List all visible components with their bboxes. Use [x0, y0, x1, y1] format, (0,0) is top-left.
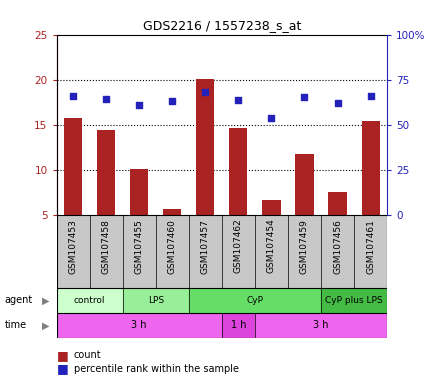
Text: GSM107458: GSM107458	[102, 219, 110, 273]
Text: ▶: ▶	[42, 320, 49, 331]
Title: GDS2216 / 1557238_s_at: GDS2216 / 1557238_s_at	[142, 19, 300, 32]
Point	[69, 93, 76, 99]
Bar	[295, 154, 313, 215]
Bar	[122, 288, 188, 313]
Bar	[320, 288, 386, 313]
Text: percentile rank within the sample: percentile rank within the sample	[74, 364, 238, 374]
Bar	[262, 200, 280, 215]
Text: ■: ■	[56, 349, 68, 362]
Bar	[97, 130, 115, 215]
Text: GSM107462: GSM107462	[233, 219, 242, 273]
Bar	[254, 313, 386, 338]
Text: 3 h: 3 h	[312, 320, 328, 331]
Text: GSM107455: GSM107455	[135, 219, 143, 273]
Text: count: count	[74, 350, 102, 360]
Text: CyP plus LPS: CyP plus LPS	[325, 296, 382, 305]
Bar	[188, 288, 320, 313]
Point	[234, 96, 241, 103]
Point	[102, 96, 109, 102]
Point	[366, 93, 373, 99]
Bar	[328, 192, 346, 215]
Point	[300, 94, 307, 100]
Text: GSM107459: GSM107459	[299, 219, 308, 273]
Text: GSM107453: GSM107453	[69, 219, 77, 273]
Bar	[361, 121, 379, 215]
Point	[267, 114, 274, 121]
Bar	[163, 209, 181, 215]
Text: CyP: CyP	[246, 296, 263, 305]
Text: ▶: ▶	[42, 295, 49, 306]
Text: LPS: LPS	[147, 296, 164, 305]
Point	[333, 100, 340, 106]
Text: GSM107461: GSM107461	[365, 219, 374, 273]
Text: 1 h: 1 h	[230, 320, 246, 331]
Text: GSM107456: GSM107456	[332, 219, 341, 273]
Bar	[64, 118, 82, 215]
Text: GSM107460: GSM107460	[168, 219, 176, 273]
Text: GSM107457: GSM107457	[201, 219, 209, 273]
Point	[201, 89, 208, 95]
Text: GSM107454: GSM107454	[266, 219, 275, 273]
Text: ■: ■	[56, 362, 68, 375]
Bar	[229, 127, 247, 215]
Text: control: control	[74, 296, 105, 305]
Text: 3 h: 3 h	[131, 320, 147, 331]
Text: agent: agent	[4, 295, 33, 306]
Text: time: time	[4, 320, 26, 331]
Point	[168, 98, 175, 104]
Bar	[56, 313, 221, 338]
Bar	[221, 313, 254, 338]
Point	[135, 102, 142, 108]
Bar	[196, 79, 214, 215]
Bar	[130, 169, 148, 215]
Bar	[56, 288, 122, 313]
